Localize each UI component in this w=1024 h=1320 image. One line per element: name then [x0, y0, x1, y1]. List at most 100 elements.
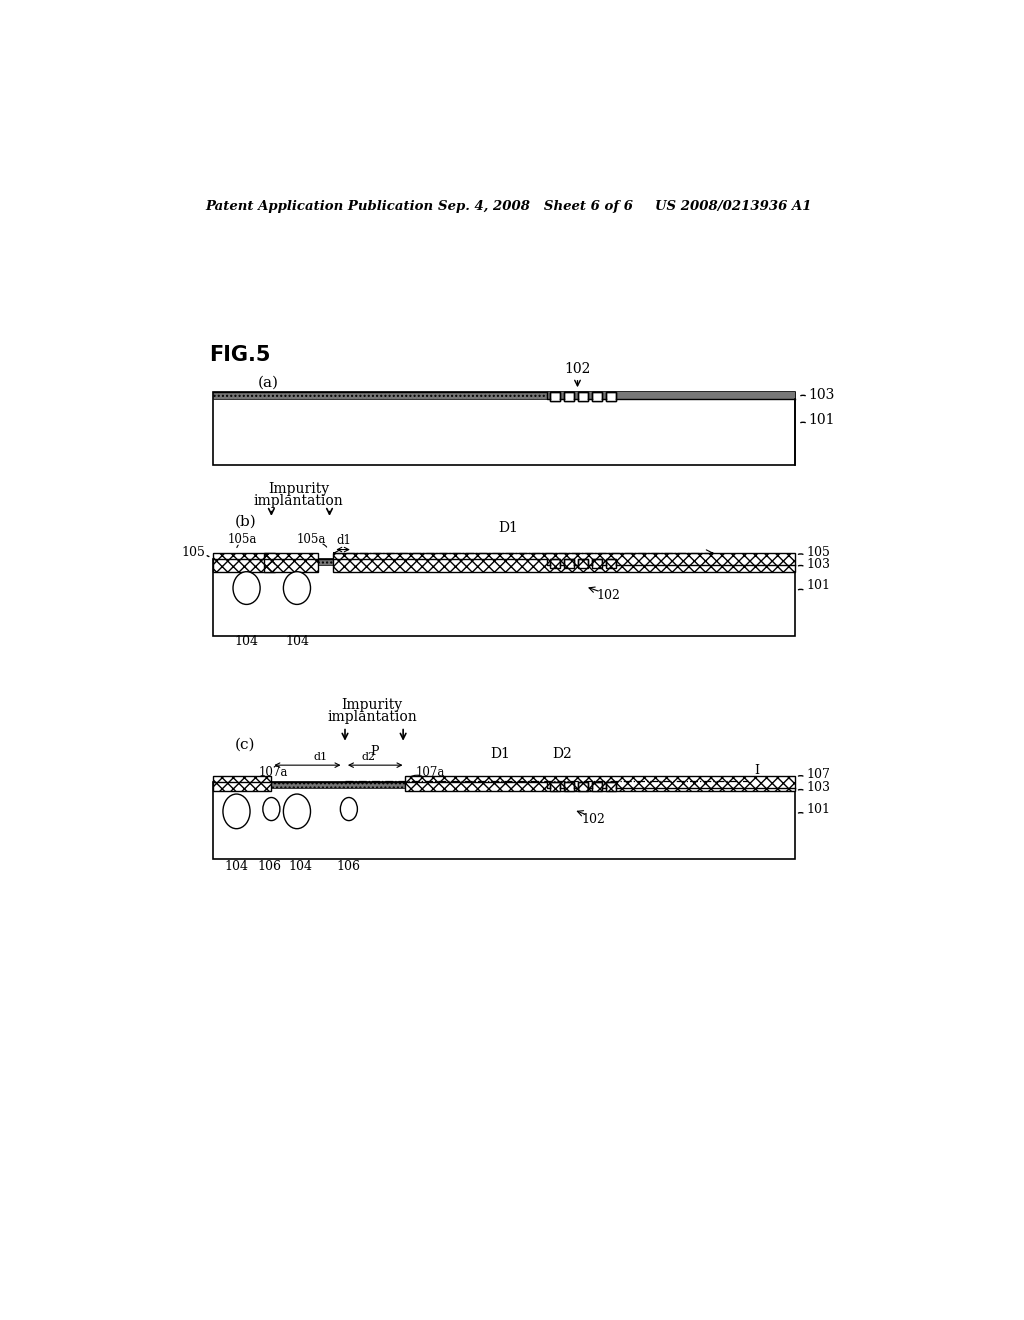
Text: 103: 103	[806, 557, 830, 570]
Bar	[213, 781, 795, 788]
Text: implantation: implantation	[254, 494, 343, 508]
Bar	[213, 558, 795, 565]
Ellipse shape	[263, 797, 280, 821]
Text: d2: d2	[361, 752, 376, 763]
Bar	[574, 781, 579, 788]
Text: (a): (a)	[257, 375, 279, 389]
Bar	[606, 392, 616, 401]
Bar	[263, 553, 317, 572]
Bar	[606, 392, 616, 401]
Bar	[547, 781, 550, 788]
Bar	[263, 553, 317, 572]
Bar	[589, 558, 592, 565]
Text: (c): (c)	[234, 738, 255, 752]
Text: 103: 103	[809, 388, 835, 401]
Bar	[213, 776, 271, 792]
Bar	[579, 392, 589, 401]
Bar	[589, 392, 592, 399]
Bar	[550, 392, 560, 401]
Bar	[547, 392, 550, 399]
Text: Impurity: Impurity	[342, 698, 402, 711]
Bar	[606, 781, 616, 792]
Text: 107a: 107a	[416, 766, 445, 779]
Bar	[574, 392, 579, 399]
Bar	[550, 558, 560, 568]
Text: Impurity: Impurity	[268, 483, 329, 496]
Bar	[213, 392, 795, 399]
Bar	[213, 553, 275, 572]
Ellipse shape	[233, 572, 260, 605]
Text: 101: 101	[809, 413, 835, 428]
Bar	[602, 558, 606, 565]
Text: 106: 106	[258, 861, 282, 874]
Bar	[547, 558, 632, 565]
Text: D1: D1	[490, 747, 510, 760]
Bar	[550, 781, 560, 792]
Ellipse shape	[284, 795, 310, 829]
Bar	[606, 558, 616, 568]
Bar	[560, 392, 564, 399]
Bar	[564, 781, 574, 792]
Bar	[213, 781, 795, 859]
Bar	[213, 558, 795, 565]
Bar	[560, 558, 564, 565]
Ellipse shape	[223, 795, 250, 829]
Text: 105a: 105a	[228, 533, 257, 546]
Bar	[406, 776, 795, 792]
Text: implantation: implantation	[328, 710, 417, 723]
Text: 105: 105	[181, 546, 206, 560]
Bar	[213, 392, 795, 399]
Text: d1: d1	[313, 752, 328, 763]
Text: 105a: 105a	[297, 533, 327, 546]
Text: FIG.5: FIG.5	[209, 345, 271, 364]
Text: (b): (b)	[234, 515, 257, 529]
Text: 102: 102	[581, 813, 605, 825]
Text: 107: 107	[806, 768, 830, 781]
Bar	[564, 558, 574, 568]
Bar	[616, 781, 795, 788]
Bar	[547, 781, 632, 788]
Bar	[406, 776, 795, 792]
Bar	[560, 781, 564, 788]
Bar	[213, 781, 795, 788]
Bar	[334, 553, 795, 572]
Bar	[589, 781, 592, 788]
Text: I: I	[755, 764, 759, 777]
Bar	[547, 558, 550, 565]
Text: 101: 101	[806, 803, 830, 816]
Bar	[564, 392, 574, 401]
Bar	[213, 553, 275, 572]
Bar	[564, 392, 574, 401]
Text: US 2008/0213936 A1: US 2008/0213936 A1	[655, 199, 811, 213]
Bar	[547, 392, 624, 399]
Ellipse shape	[340, 797, 357, 821]
Ellipse shape	[284, 572, 310, 605]
Bar	[213, 558, 795, 636]
Bar	[579, 392, 589, 401]
Bar	[579, 781, 589, 792]
Bar	[592, 392, 602, 401]
Text: Sep. 4, 2008   Sheet 6 of 6: Sep. 4, 2008 Sheet 6 of 6	[438, 199, 633, 213]
Text: Patent Application Publication: Patent Application Publication	[206, 199, 433, 213]
Text: 104: 104	[288, 861, 312, 874]
Text: 103: 103	[806, 781, 830, 795]
Text: P: P	[371, 744, 379, 758]
Text: D1: D1	[498, 521, 518, 535]
Text: 104: 104	[285, 635, 309, 648]
Text: 104: 104	[234, 635, 259, 648]
Bar	[213, 392, 795, 465]
Bar	[592, 392, 602, 401]
Text: 105: 105	[806, 546, 830, 560]
Bar	[592, 781, 602, 792]
Bar	[574, 558, 579, 565]
Bar	[602, 781, 606, 788]
Bar	[579, 558, 589, 568]
Bar	[592, 558, 602, 568]
Bar	[616, 558, 795, 565]
Bar	[213, 776, 271, 792]
Text: 101: 101	[806, 579, 830, 593]
Text: 106: 106	[337, 861, 360, 874]
Bar	[616, 392, 795, 399]
Text: 104: 104	[224, 861, 249, 874]
Bar	[602, 392, 606, 399]
